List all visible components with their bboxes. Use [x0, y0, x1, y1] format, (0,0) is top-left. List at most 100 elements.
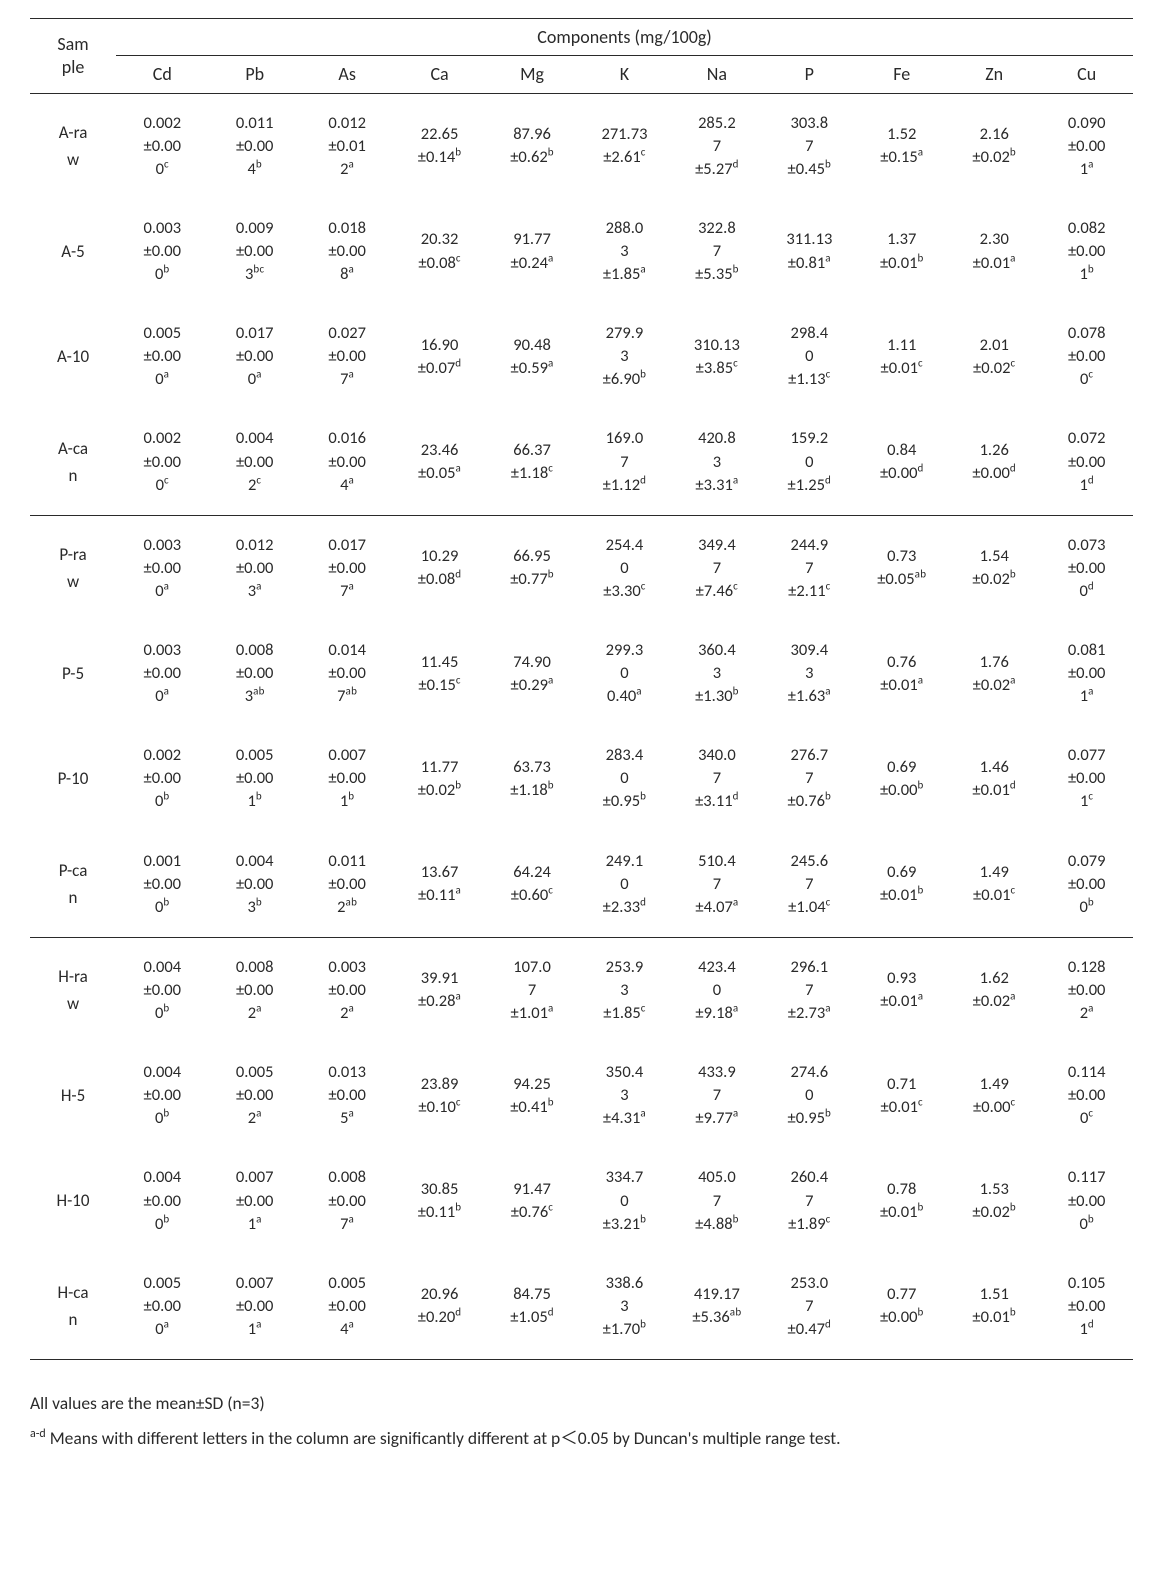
superscript-letter: a [349, 157, 355, 170]
value-cell: 1.53±0.02b [948, 1148, 1040, 1253]
value-cell: 0.004±0.00 0b [116, 1148, 208, 1253]
value-cell: 13.67±0.11a [393, 832, 485, 938]
value-cell: 107.0 7±1.01a [486, 937, 578, 1043]
superscript-letter: a [918, 673, 924, 686]
superscript-letter: a [548, 673, 554, 686]
superscript-letter: b [256, 895, 262, 908]
superscript-letter: ab [253, 685, 265, 698]
superscript-letter: c [164, 473, 169, 486]
value-cell: 0.072±0.00 1d [1040, 409, 1133, 515]
value-cell: 0.005±0.00 2a [208, 1043, 300, 1148]
value-cell: 0.69±0.00b [856, 726, 948, 831]
superscript-letter: b [163, 263, 169, 276]
column-header: Cu [1040, 56, 1133, 93]
value-cell: 0.017±0.00 7a [301, 515, 393, 621]
value-cell: 349.4 7±7.46c [671, 515, 763, 621]
superscript-letter: b [825, 1107, 831, 1120]
column-header: P [763, 56, 855, 93]
value-cell: 0.84±0.00d [856, 409, 948, 515]
value-cell: 303.8 7±0.45b [763, 93, 855, 199]
sample-label: H-ra w [30, 937, 116, 1043]
superscript-letter: b [548, 1095, 554, 1108]
components-table: Sam ple Components (mg/100g) CdPbAsCaMgK… [30, 18, 1133, 1360]
superscript-letter: a [733, 473, 739, 486]
value-cell: 0.090±0.00 1a [1040, 93, 1133, 199]
superscript-letter: a [918, 990, 924, 1003]
sample-label: P-10 [30, 726, 116, 831]
table-row: H-ca n0.005±0.00 0a0.007±0.00 1a0.005±0.… [30, 1254, 1133, 1360]
superscript-letter: d [1010, 462, 1016, 475]
value-cell: 253.0 7±0.47d [763, 1254, 855, 1360]
value-cell: 0.78±0.01b [856, 1148, 948, 1253]
sample-label: P-ca n [30, 832, 116, 938]
footnote-line-2: a-d Means with different letters in the … [30, 1421, 1133, 1456]
value-cell: 1.49±0.01c [948, 832, 1040, 938]
superscript-letter: c [1088, 790, 1093, 803]
value-cell: 1.51±0.01b [948, 1254, 1040, 1360]
superscript-letter: a [825, 685, 831, 698]
superscript-letter: b [1088, 1212, 1094, 1225]
value-cell: 23.46±0.05a [393, 409, 485, 515]
value-cell: 10.29±0.08d [393, 515, 485, 621]
value-cell: 0.079±0.00 0b [1040, 832, 1133, 938]
value-cell: 433.9 7±9.77a [671, 1043, 763, 1148]
value-cell: 309.4 3±1.63a [763, 621, 855, 726]
superscript-letter: b [733, 685, 739, 698]
value-cell: 0.011±0.00 4b [208, 93, 300, 199]
superscript-letter: d [455, 1306, 461, 1319]
superscript-letter: b [917, 251, 923, 264]
value-cell: 1.76±0.02a [948, 621, 1040, 726]
value-cell: 0.002±0.00 0c [116, 409, 208, 515]
value-cell: 350.4 3±4.31a [578, 1043, 670, 1148]
superscript-letter: a [548, 1002, 554, 1015]
value-cell: 66.37±1.18c [486, 409, 578, 515]
value-cell: 298.4 0±1.13c [763, 304, 855, 409]
superscript-letter: d [733, 790, 739, 803]
superscript-letter: a [349, 263, 355, 276]
superscript-letter: d [640, 473, 646, 486]
superscript-letter: a [164, 685, 170, 698]
value-cell: 283.4 0±0.95b [578, 726, 670, 831]
value-cell: 0.004±0.00 0b [116, 937, 208, 1043]
value-cell: 0.009±0.00 3bc [208, 199, 300, 304]
superscript-letter: a [256, 1002, 262, 1015]
value-cell: 84.75±1.05d [486, 1254, 578, 1360]
superscript-letter: b [917, 1306, 923, 1319]
superscript-letter: a [733, 1002, 739, 1015]
value-cell: 1.54±0.02b [948, 515, 1040, 621]
superscript-letter: b [163, 895, 169, 908]
column-header: As [301, 56, 393, 93]
value-cell: 419.17±5.36ab [671, 1254, 763, 1360]
superscript-letter: a [456, 462, 462, 475]
superscript-letter: b [640, 368, 646, 381]
superscript-letter: b [917, 1201, 923, 1214]
superscript-letter: a [1010, 673, 1016, 686]
value-cell: 2.30±0.01a [948, 199, 1040, 304]
superscript-letter: a [825, 251, 831, 264]
superscript-letter: c [164, 157, 169, 170]
superscript-letter: c [456, 1095, 461, 1108]
sample-label: H-5 [30, 1043, 116, 1148]
value-cell: 0.93±0.01a [856, 937, 948, 1043]
superscript-letter: a [1088, 1002, 1094, 1015]
value-cell: 0.002±0.00 0b [116, 726, 208, 831]
value-cell: 405.0 7±4.88b [671, 1148, 763, 1253]
value-cell: 0.011±0.00 2ab [301, 832, 393, 938]
value-cell: 310.13±3.85c [671, 304, 763, 409]
superscript-letter: a [164, 368, 170, 381]
superscript-letter: d [733, 157, 739, 170]
table-row: H-ra w0.004±0.00 0b0.008±0.00 2a0.003±0.… [30, 937, 1133, 1043]
value-cell: 1.37±0.01b [856, 199, 948, 304]
value-cell: 423.4 0±9.18a [671, 937, 763, 1043]
value-cell: 0.012±0.00 3a [208, 515, 300, 621]
superscript-letter: c [548, 462, 553, 475]
value-cell: 0.114±0.00 0c [1040, 1043, 1133, 1148]
superscript-letter: c [1088, 1107, 1093, 1120]
superscript-letter: d [1088, 473, 1094, 486]
superscript-letter: b [917, 884, 923, 897]
table-row: A-ra w0.002±0.00 0c0.011±0.00 4b0.012±0.… [30, 93, 1133, 199]
value-cell: 0.004±0.00 3b [208, 832, 300, 938]
value-cell: 1.26±0.00d [948, 409, 1040, 515]
superscript-letter: b [733, 1212, 739, 1225]
superscript-letter: b [1088, 895, 1094, 908]
